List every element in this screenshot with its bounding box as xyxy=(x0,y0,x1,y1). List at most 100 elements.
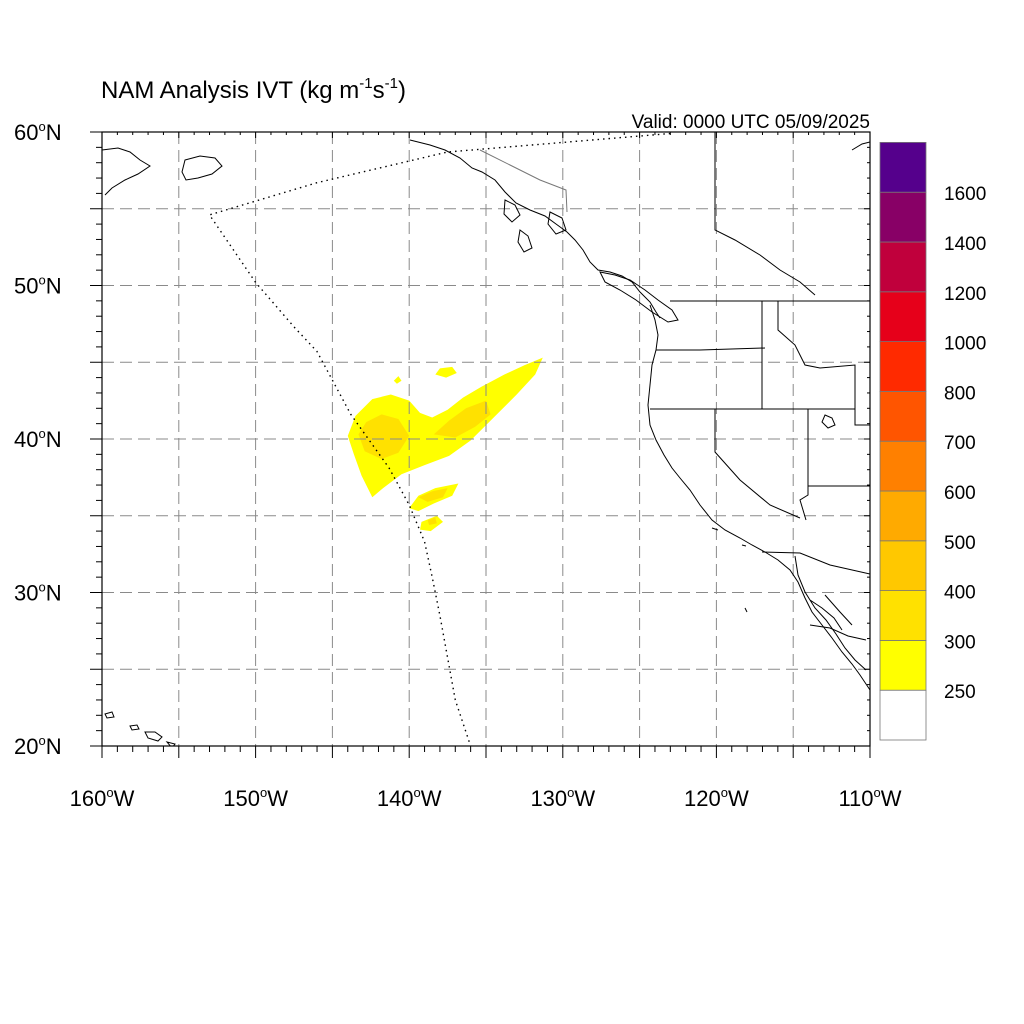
idaho-montana-border xyxy=(777,301,870,426)
hawaii-islands xyxy=(104,711,176,746)
colorbar-box-3 xyxy=(879,540,927,591)
ivt-region-250-2 xyxy=(435,366,457,378)
lat-label-40-num: 40 xyxy=(14,427,38,452)
lon-label-130-num: 130 xyxy=(530,786,567,811)
lon-label-140-deg: o xyxy=(414,785,421,800)
colorbar-label-800: 800 xyxy=(944,383,976,404)
lon-label-140: 140oW xyxy=(377,785,442,811)
ivt-region-300-6 xyxy=(433,400,491,438)
lon-label-160-num: 160 xyxy=(70,786,107,811)
lat-label-30: 30oN xyxy=(14,580,62,606)
ivt-region-300-7 xyxy=(418,488,448,502)
lon-label-150-hem: W xyxy=(267,786,288,811)
colorbar-box-8 xyxy=(879,291,927,342)
lon-label-160-deg: o xyxy=(106,785,113,800)
colorbar-box-9 xyxy=(879,241,927,293)
lat-label-20-deg: o xyxy=(38,733,45,748)
lat-label-40-deg: o xyxy=(38,426,45,441)
colorbar-box-1 xyxy=(879,640,927,691)
lon-label-150-num: 150 xyxy=(223,786,260,811)
colorbar-box-11 xyxy=(879,141,927,193)
lat-label-30-hem: N xyxy=(46,581,62,606)
lon-label-140-hem: W xyxy=(421,786,442,811)
lon-label-160-hem: W xyxy=(114,786,135,811)
lat-label-20-num: 20 xyxy=(14,734,38,759)
great-salt-lake xyxy=(821,414,836,429)
colorbar-label-1400: 1400 xyxy=(944,234,986,255)
lon-label-150: 150oW xyxy=(223,785,288,811)
ivt-region-250-1 xyxy=(393,376,402,384)
us-mexico-border xyxy=(761,551,870,575)
colorbar-box-4 xyxy=(879,490,927,542)
lat-label-20-hem: N xyxy=(46,734,62,759)
political-boundaries xyxy=(650,132,870,641)
colorbar-box-10 xyxy=(879,191,927,243)
lat-label-50: 50oN xyxy=(14,273,62,299)
lat-label-30-num: 30 xyxy=(14,581,38,606)
map-title-mid: s xyxy=(373,77,385,104)
ca-nv-border xyxy=(714,409,801,519)
coastline-layer xyxy=(102,139,870,746)
nv-ut-border xyxy=(799,409,809,521)
axis-ticks xyxy=(90,131,871,758)
canada-alaska-border xyxy=(714,132,816,296)
lon-label-120-deg: o xyxy=(721,785,728,800)
lat-label-50-hem: N xyxy=(46,274,62,299)
colorbar-label-1200: 1200 xyxy=(944,284,986,305)
lon-label-160: 160oW xyxy=(70,785,135,811)
colorbar-box-5 xyxy=(879,440,927,492)
lon-label-110-num: 110 xyxy=(838,786,873,811)
graticule-grid xyxy=(102,132,870,746)
vancouver-island xyxy=(599,271,679,323)
bc-islands xyxy=(503,199,567,253)
alaska-canada-border-thin xyxy=(479,149,568,213)
valid-time-label: Valid: 0000 UTC 05/09/2025 xyxy=(632,112,870,133)
lon-label-130: 130oW xyxy=(530,785,595,811)
lat-label-60-hem: N xyxy=(46,120,62,145)
nam-domain-boundary xyxy=(208,132,671,746)
lon-label-110-deg: o xyxy=(874,785,881,800)
wa-or-border xyxy=(656,347,766,351)
lon-label-120-num: 120 xyxy=(684,786,721,811)
lon-label-120: 120oW xyxy=(684,785,749,811)
lon-axis-labels: 160oW 150oW 140oW 130oW 120oW 110oW xyxy=(70,785,902,811)
lon-label-110-hem: W xyxy=(881,786,902,811)
colorbar-label-250: 250 xyxy=(944,682,976,703)
map-title-close: ) xyxy=(398,77,406,104)
map-title-main: NAM Analysis IVT (kg m xyxy=(101,77,359,104)
lat-label-60-num: 60 xyxy=(14,120,38,145)
colorbar-label-1000: 1000 xyxy=(944,334,986,355)
mexico-states xyxy=(809,594,867,641)
channel-islands xyxy=(711,527,748,613)
colorbar: 250 300 400 500 600 700 800 1000 1200 1400 1600 xyxy=(879,141,986,741)
lat-label-60-deg: o xyxy=(38,119,45,134)
map-title-exp1: -1 xyxy=(359,75,372,92)
map-plot xyxy=(90,131,871,758)
lon-label-110: 110oW xyxy=(838,785,901,811)
colorbar-box-0 xyxy=(879,689,927,741)
ivt-region-300-8 xyxy=(427,517,437,525)
map-title: NAM Analysis IVT (kg m-1s-1) xyxy=(101,75,406,104)
northeast-coast xyxy=(851,141,870,151)
colorbar-box-2 xyxy=(879,590,927,641)
colorbar-box-6 xyxy=(879,390,927,442)
alaska-coastline xyxy=(409,139,661,319)
map-title-exp2: -1 xyxy=(385,75,398,92)
colorbar-label-400: 400 xyxy=(944,583,976,604)
lat-label-40-hem: N xyxy=(46,427,62,452)
colorbar-box-7 xyxy=(879,341,927,392)
colorbar-label-700: 700 xyxy=(944,433,976,454)
ivt-shading-layer xyxy=(347,357,543,532)
lon-label-130-deg: o xyxy=(567,785,574,800)
colorbar-label-300: 300 xyxy=(944,632,976,653)
kodiak-island xyxy=(181,155,223,181)
lon-label-120-hem: W xyxy=(728,786,749,811)
baja-california xyxy=(794,555,867,671)
lon-label-150-deg: o xyxy=(260,785,267,800)
lat-label-40: 40oN xyxy=(14,426,62,452)
lat-label-60: 60oN xyxy=(14,119,62,145)
colorbar-label-1600: 1600 xyxy=(944,184,986,205)
lon-label-130-hem: W xyxy=(574,786,595,811)
